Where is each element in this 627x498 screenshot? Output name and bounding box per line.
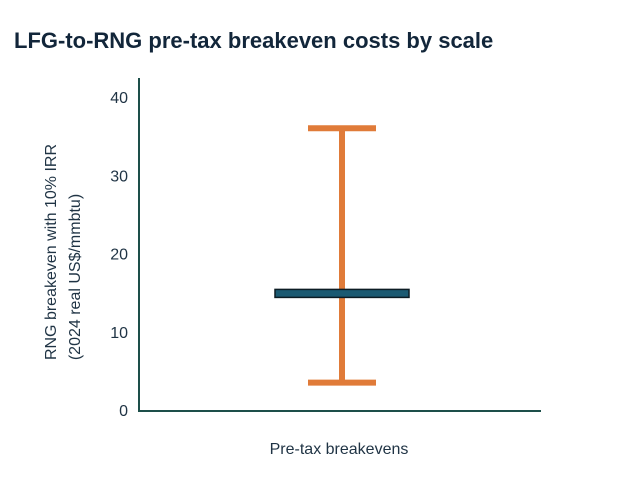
y-tick-label: 40: [110, 90, 128, 107]
y-tick-label: 20: [110, 247, 128, 264]
y-axis-label-line1: RNG breakeven with 10% IRR: [43, 144, 60, 360]
y-axis-label-line2: (2024 real US$/mmbtu): [67, 194, 84, 360]
y-tick-label: 0: [119, 403, 128, 420]
category-label: Pre-tax breakevens: [270, 441, 409, 458]
y-tick-label: 30: [110, 168, 128, 185]
y-tick-label: 10: [110, 325, 128, 342]
chart-title: LFG-to-RNG pre-tax breakeven costs by sc…: [14, 28, 494, 53]
central-estimate-bar: [274, 288, 410, 299]
